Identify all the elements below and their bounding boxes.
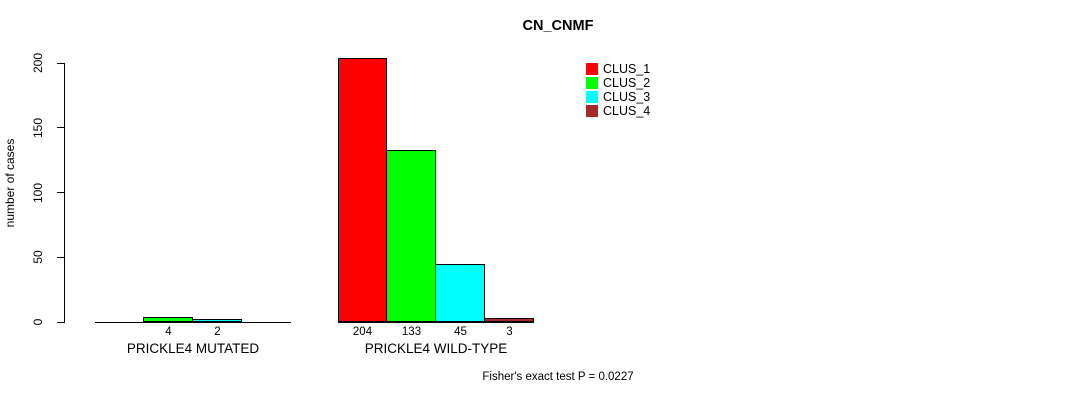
legend-item: CLUS_3 (586, 90, 650, 104)
y-axis-tick (57, 62, 64, 64)
bar-clus_3 (435, 264, 485, 322)
legend-swatch-clus_4 (586, 105, 598, 117)
bar-clus_4 (484, 318, 534, 322)
bar-clus_1 (338, 58, 387, 322)
x-axis-group-label: PRICKLE4 MUTATED (126, 341, 260, 356)
y-axis-tick (57, 256, 64, 258)
y-axis-tick-label: 200 (31, 52, 45, 74)
chart-title: CN_CNMF (522, 18, 594, 34)
legend-item: CLUS_1 (586, 62, 650, 76)
legend-item: CLUS_4 (586, 104, 650, 118)
y-axis-tick-label: 50 (31, 250, 45, 264)
legend-label: CLUS_1 (603, 62, 651, 76)
legend-swatch-clus_2 (586, 77, 598, 89)
y-axis-line (64, 63, 65, 323)
bar-value-label: 204 (352, 326, 373, 338)
bar-value-label: 4 (165, 326, 172, 338)
y-axis-tick (57, 192, 64, 193)
annotation-text: Fisher's exact test P = 0.0227 (482, 371, 634, 383)
y-axis-tick-label: 0 (31, 318, 45, 326)
legend-label: CLUS_4 (603, 104, 651, 118)
y-axis-tick-label: 100 (31, 182, 45, 203)
y-axis-tick (57, 321, 64, 323)
bar-clus_2 (143, 317, 193, 322)
bar-value-label: 3 (506, 326, 513, 338)
legend-label: CLUS_2 (603, 76, 651, 90)
group-baseline (95, 322, 291, 323)
y-axis-tick-label: 150 (31, 117, 45, 138)
legend-swatch-clus_1 (586, 63, 598, 75)
bar-value-label: 2 (214, 326, 221, 338)
legend-label: CLUS_3 (603, 90, 651, 104)
legend-swatch-clus_3 (586, 91, 598, 103)
bar-value-label: 133 (401, 326, 422, 338)
bar-clus_3 (192, 319, 242, 322)
y-axis-tick (57, 127, 64, 129)
legend-item: CLUS_2 (586, 76, 650, 90)
bar-clus_2 (386, 150, 436, 322)
bar-value-label: 45 (454, 326, 467, 338)
group-baseline (338, 322, 534, 323)
x-axis-group-label: PRICKLE4 WILD-TYPE (364, 341, 508, 356)
legend: CLUS_1 CLUS_2 CLUS_3 CLUS_4 (586, 62, 686, 122)
